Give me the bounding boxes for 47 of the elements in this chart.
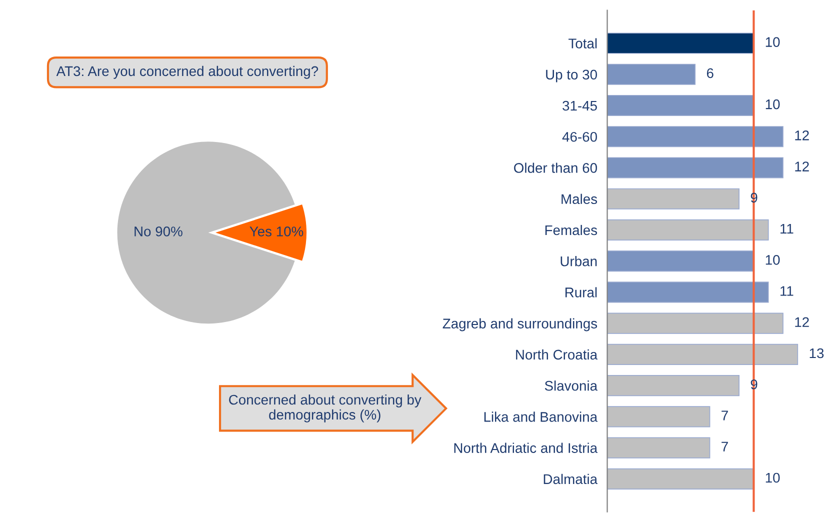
bar <box>607 312 784 334</box>
slice-label: No 90% <box>134 226 182 236</box>
bar <box>607 406 710 428</box>
y-tick-label: 46-60 <box>562 132 597 142</box>
data-label: 7 <box>722 442 728 452</box>
y-tick-label: Slavonia <box>544 380 598 391</box>
data-label: 12 <box>795 162 809 172</box>
data-label: 12 <box>795 317 809 327</box>
bar <box>607 157 784 178</box>
y-tick-label: Dalmatia <box>544 474 598 484</box>
bar <box>607 126 784 148</box>
slice-label: Yes 10% <box>250 226 304 236</box>
data-label: 10 <box>766 472 780 483</box>
data-label: 6 <box>706 68 714 78</box>
y-tick-label: Males <box>562 194 598 204</box>
y-tick-label: Up to 30 <box>546 70 597 82</box>
data-label: 10 <box>766 37 780 47</box>
bar <box>607 94 754 116</box>
text: Concerned about converting by demographics (%) <box>229 394 422 422</box>
y-tick-label: Rural <box>565 287 597 298</box>
bar <box>607 437 710 458</box>
data-label: 10 <box>766 254 780 265</box>
bar <box>607 250 754 272</box>
y-tick-label: North Croatia <box>516 349 598 360</box>
chart-title: AT3: Are you concerned about converting? <box>56 66 318 79</box>
data-label: 11 <box>780 286 794 296</box>
y-tick-label: Zagreb and surroundings <box>442 318 598 332</box>
y-tick-label: 31-45 <box>562 100 597 111</box>
bar <box>607 32 754 54</box>
y-tick-label: Females <box>545 224 598 236</box>
y-tick-label: Lika and Banovina <box>484 412 598 422</box>
bar <box>607 64 696 85</box>
y-tick-label: Urban <box>560 256 597 266</box>
data-label: 11 <box>780 224 794 234</box>
bar <box>607 344 798 365</box>
bar <box>607 468 754 490</box>
data-label: 13 <box>810 348 824 358</box>
y-tick-label: Total <box>568 38 597 48</box>
bar <box>607 375 740 396</box>
bar <box>607 219 769 240</box>
data-label: 12 <box>795 130 809 140</box>
data-label: 7 <box>722 410 728 420</box>
data-label: 10 <box>766 99 780 110</box>
bar <box>607 282 769 303</box>
bar <box>607 188 740 210</box>
y-tick-label: North Adriatic and Istria <box>454 442 598 453</box>
y-tick-label: Older than 60 <box>514 162 597 173</box>
